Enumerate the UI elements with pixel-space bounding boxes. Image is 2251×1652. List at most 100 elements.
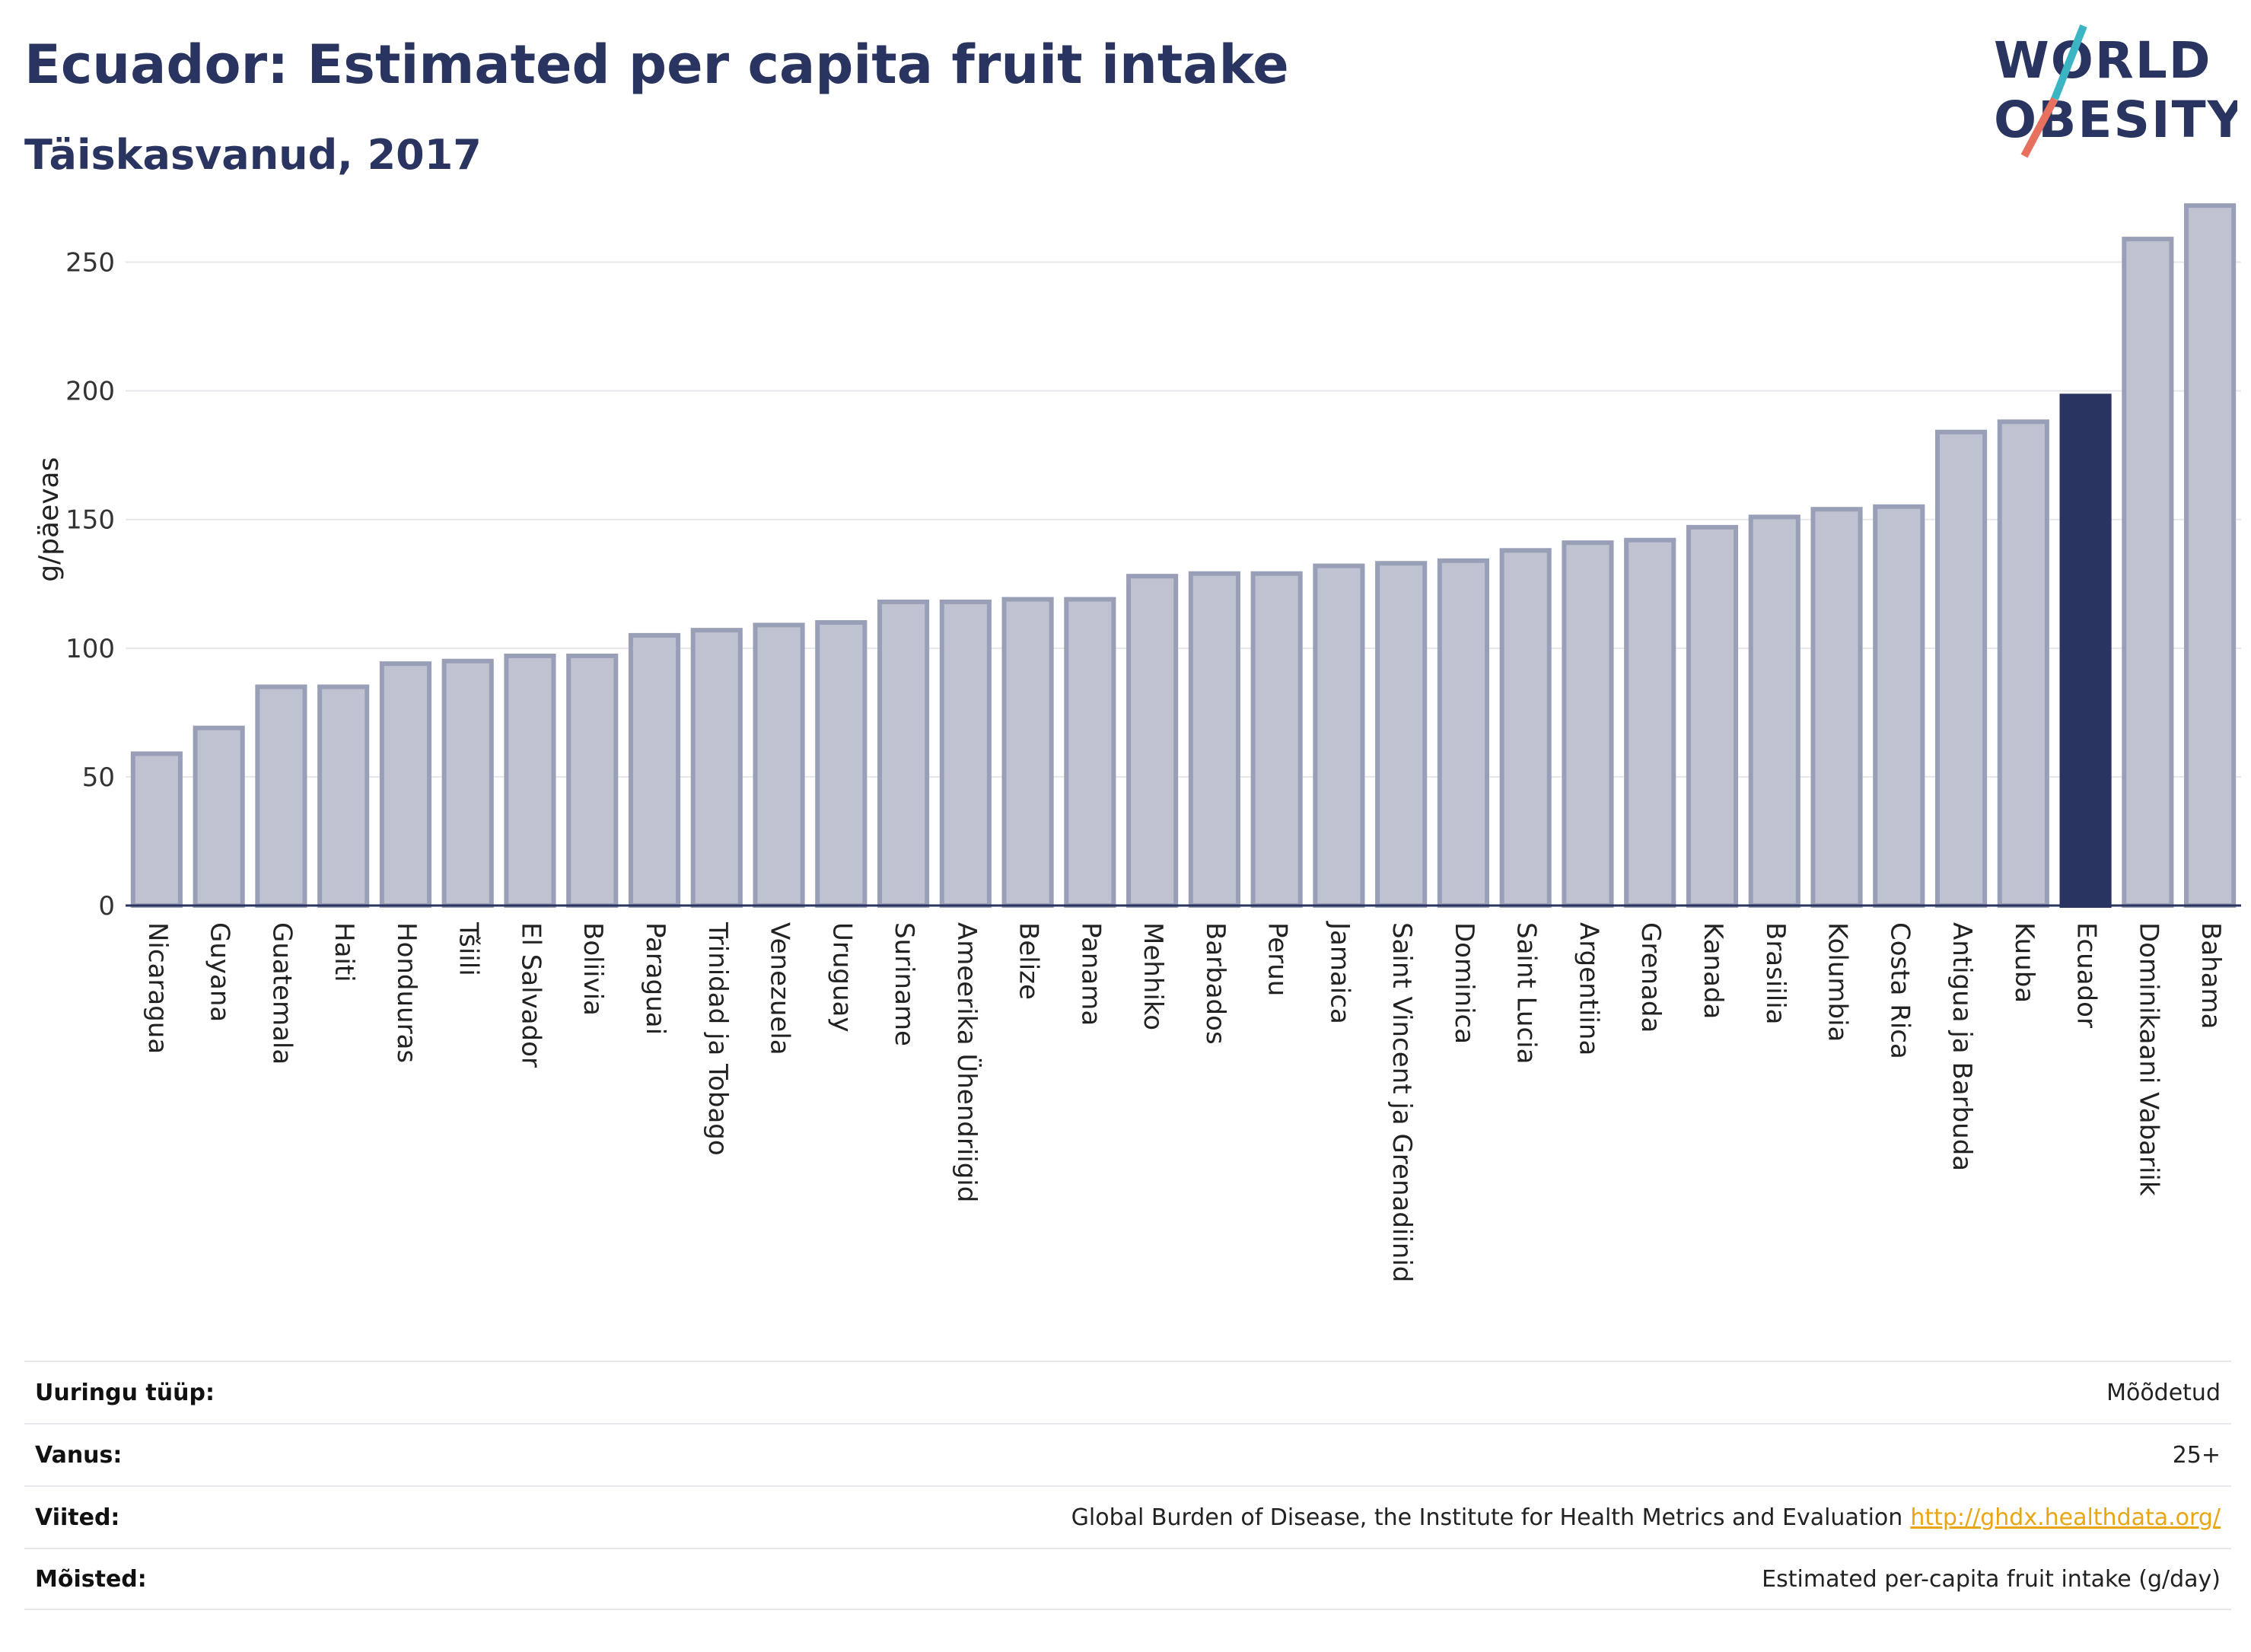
x-tick-label: Suriname [889,922,919,1046]
x-tick-label: Nicaragua [142,922,173,1054]
x-tick-label: Dominikaani Vabariik [2133,922,2163,1196]
chart-title: Ecuador: Estimated per capita fruit inta… [24,33,1289,96]
bar-paraguai [628,632,681,909]
bar-t-iili [441,658,494,909]
x-tick-label: Haiti [329,922,359,982]
metadata-table: Uuringu tüüp: Mõõdetud Vanus: 25+ Viited… [24,1361,2231,1610]
x-tick-label: Panama [1075,922,1106,1026]
x-tick-label: Dominica [1449,922,1479,1044]
x-tick-label: Venezuela [765,922,795,1055]
bar-venezuela [753,622,805,909]
meta-value-group: Global Burden of Disease, the Institute … [1071,1504,2221,1531]
x-tick-label: Ecuador [2071,922,2102,1028]
x-tick-label: Paraguai [640,922,670,1035]
x-tick-label: Saint Vincent ja Grenadiinid [1387,922,1417,1282]
x-tick-label: Mehhiko [1138,922,1168,1030]
x-tick-label: Jamaica [1324,921,1355,1024]
x-tick-label: Guatemala [266,922,297,1065]
meta-row-definitions: Mõisted: Estimated per-capita fruit inta… [24,1548,2231,1610]
y-tick-label: 150 [65,505,115,536]
bar-trinidad-ja-tobago [690,628,743,908]
meta-row-references: Viited: Global Burden of Disease, the In… [24,1485,2231,1548]
bar-haiti [317,684,370,909]
y-axis-ticks: 0 50 100 150 200 250 [65,248,115,921]
meta-key: Uuringu tüüp: [35,1379,215,1406]
x-tick-label: Trinidad ja Tobago [702,921,733,1156]
bar-nicaragua [130,751,183,908]
bar-jamaica [1313,563,1365,908]
logo-line1: WORLD [1994,31,2212,90]
x-tick-label: Grenada [1635,922,1666,1033]
bar-panama [1064,597,1116,909]
x-tick-label: El Salvador [515,922,546,1068]
x-axis-ticks: Nicaragua Guyana Guatemala Haiti Honduuras Tš… [142,921,2226,1282]
bar-kuuba [1997,419,2049,908]
meta-value: 25+ [2172,1441,2221,1469]
x-tick-label: Ameerika Ühendriigid [951,922,982,1202]
world-obesity-logo: WORLD OBESITY [1994,24,2237,158]
x-tick-label: Barbados [1200,922,1231,1045]
bar-antigua-ja-barbuda [1934,429,1988,908]
bar-chart: 0 50 100 150 200 250 Nicaragua Guyana Guatemala… [33,203,2241,1282]
y-tick-label: 50 [82,762,115,793]
meta-key: Vanus: [35,1441,123,1469]
y-tick-label: 0 [98,891,115,921]
bar-costa-rica [1873,504,1925,908]
chart-subtitle: Täiskasvanud, 2017 [24,131,482,179]
bar-peruu [1250,571,1303,909]
x-tick-label: Tšiili [454,921,484,976]
bars [130,203,2237,909]
x-tick-label: Boliivia [578,922,608,1016]
bar-kolumbia [1810,507,1863,908]
logo-slash-teal [2051,24,2087,100]
bar-boliivia [566,653,619,908]
y-tick-label: 200 [65,377,115,407]
bar-brasiilia [1748,514,1800,908]
meta-value: Global Burden of Disease, the Institute … [1071,1504,1903,1531]
bar-dominica [1437,558,1490,908]
bar-saint-lucia [1499,548,1552,908]
x-tick-label: Peruu [1262,922,1293,996]
bar-belize [1001,597,1054,909]
meta-value: Estimated per-capita fruit intake (g/day… [1762,1565,2221,1593]
x-tick-label: Kolumbia [1823,922,1853,1042]
bar-uruguay [815,620,868,908]
bar-honduuras [379,661,432,908]
bar-guatemala [255,684,307,909]
bar-mehhiko [1126,574,1179,908]
bar-dominikaani-vabariik [2122,237,2174,909]
x-tick-label: Uruguay [826,922,857,1033]
y-tick-label: 250 [65,248,115,279]
source-link[interactable]: http://ghdx.healthdata.org/ [1910,1504,2221,1531]
x-tick-label: Bahama [2195,922,2226,1030]
x-tick-label: Belize [1014,922,1044,1000]
x-tick-label: Saint Lucia [1511,922,1542,1064]
x-tick-label: Kanada [1698,922,1728,1019]
meta-row-age: Vanus: 25+ [24,1423,2231,1485]
bar-ameerika-hendriigid [939,599,992,908]
bar-kanada [1686,524,1739,908]
bar-suriname [877,599,930,908]
y-tick-label: 100 [65,634,115,664]
x-tick-label: Costa Rica [1884,922,1915,1059]
bar-grenada [1624,537,1676,908]
meta-value: Mõõdetud [2106,1379,2221,1406]
bar-barbados [1188,571,1240,909]
x-tick-label: Antigua ja Barbuda [1947,922,1977,1171]
bar-el-salvador [504,653,556,908]
bar-ecuador [2059,393,2112,908]
bar-argentiina [1562,540,1614,908]
bar-saint-vincent-ja-grenadiinid [1375,561,1428,908]
meta-row-survey-type: Uuringu tüüp: Mõõdetud [24,1361,2231,1423]
logo-slash-coral [2020,97,2058,158]
bar-bahama [2184,203,2237,909]
x-tick-label: Honduuras [391,922,422,1063]
x-tick-label: Argentiina [1573,922,1603,1055]
x-tick-label: Guyana [205,922,235,1022]
y-axis-label: g/päevas [33,457,65,582]
x-tick-label: Kuuba [2009,922,2039,1003]
bar-guyana [193,725,245,908]
meta-key: Mõisted: [35,1565,147,1593]
meta-key: Viited: [35,1504,120,1531]
x-tick-label: Brasiilia [1760,922,1791,1024]
